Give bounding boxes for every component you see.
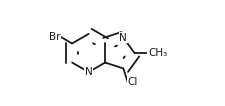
Text: N: N (84, 67, 92, 77)
Text: Br: Br (48, 32, 60, 42)
Text: N: N (119, 33, 127, 43)
Text: Cl: Cl (127, 77, 137, 86)
Text: CH₃: CH₃ (148, 48, 167, 58)
